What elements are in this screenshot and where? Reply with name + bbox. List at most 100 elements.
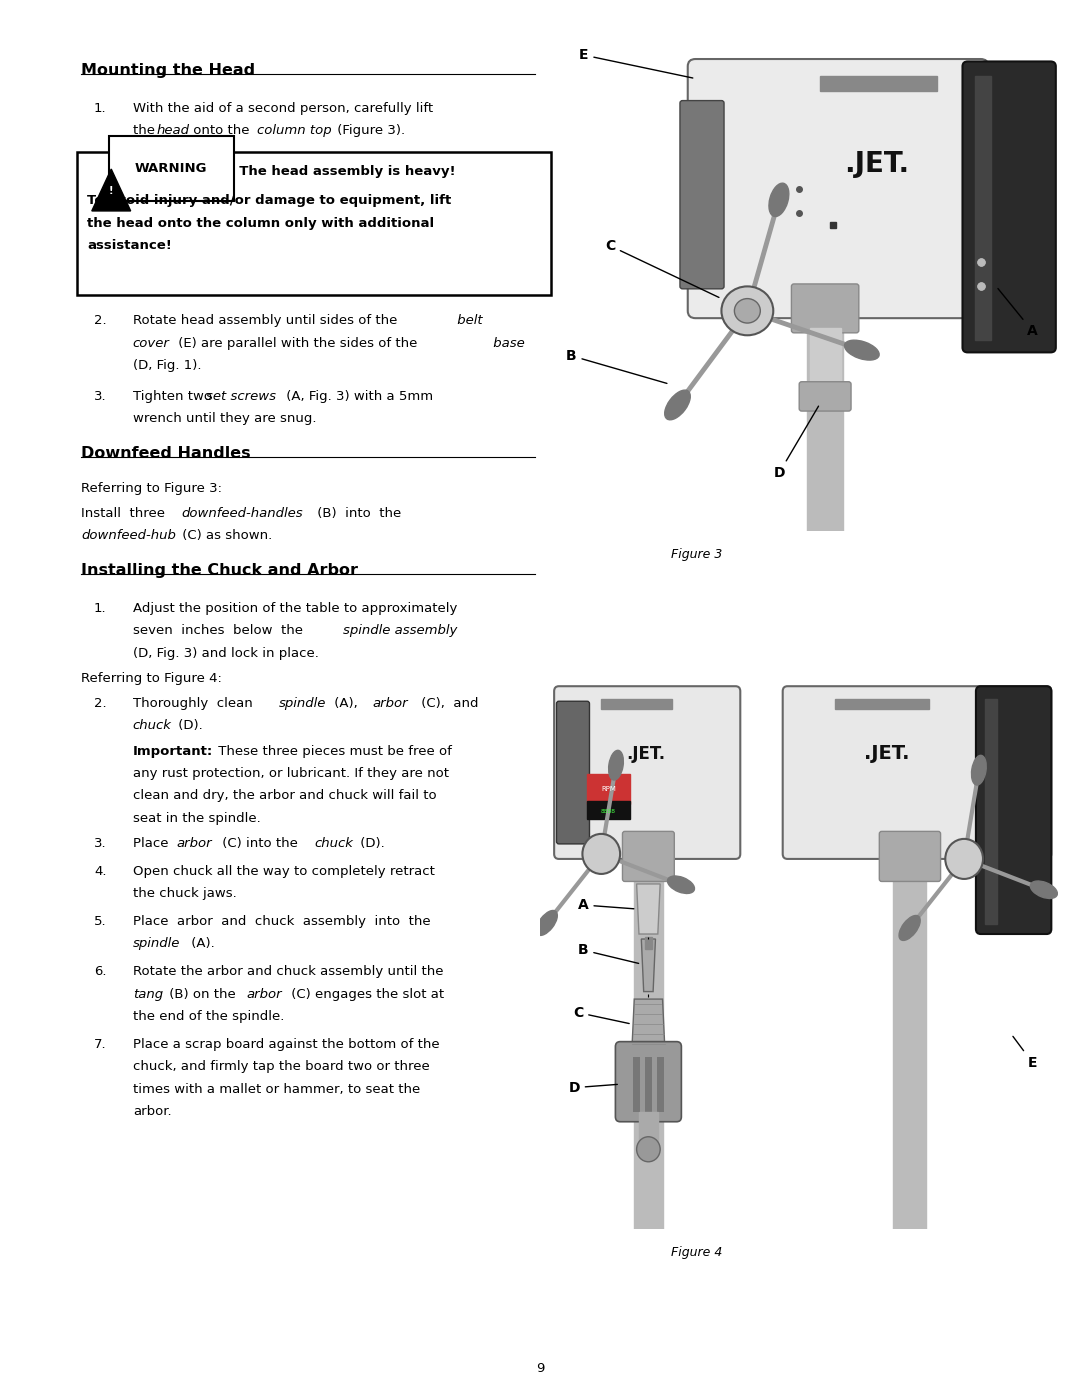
Circle shape bbox=[945, 838, 983, 879]
Circle shape bbox=[734, 299, 760, 323]
Text: E: E bbox=[579, 47, 692, 78]
Text: chuck: chuck bbox=[133, 719, 172, 732]
FancyBboxPatch shape bbox=[783, 686, 1051, 859]
Text: the: the bbox=[133, 124, 159, 137]
FancyBboxPatch shape bbox=[799, 381, 851, 411]
Text: D: D bbox=[568, 1081, 618, 1095]
Text: Referring to Figure 3:: Referring to Figure 3: bbox=[81, 482, 222, 495]
Text: RPM: RPM bbox=[600, 787, 616, 792]
Text: Rotate head assembly until sides of the: Rotate head assembly until sides of the bbox=[133, 314, 397, 327]
Text: (C),  and: (C), and bbox=[417, 697, 478, 710]
Text: (D, Fig. 3) and lock in place.: (D, Fig. 3) and lock in place. bbox=[133, 647, 319, 659]
Bar bbox=[807, 306, 843, 531]
Text: set screws: set screws bbox=[206, 390, 276, 402]
Text: Open chuck all the way to completely retract: Open chuck all the way to completely ret… bbox=[133, 865, 435, 877]
Text: (D).: (D). bbox=[356, 837, 386, 849]
Bar bbox=[645, 936, 652, 949]
Text: spindle: spindle bbox=[279, 697, 326, 710]
Text: cover: cover bbox=[133, 337, 170, 349]
Text: chuck, and firmly tap the board two or three: chuck, and firmly tap the board two or t… bbox=[133, 1060, 430, 1073]
Text: E: E bbox=[1013, 1037, 1037, 1070]
Text: These three pieces must be free of: These three pieces must be free of bbox=[214, 745, 451, 757]
Text: 4.: 4. bbox=[94, 865, 107, 877]
Text: base: base bbox=[489, 337, 525, 349]
Text: B: B bbox=[566, 349, 667, 383]
FancyBboxPatch shape bbox=[962, 61, 1056, 352]
Text: column top: column top bbox=[257, 124, 332, 137]
Text: arbor: arbor bbox=[246, 988, 282, 1000]
Text: (D, Fig. 1).: (D, Fig. 1). bbox=[133, 359, 201, 372]
Text: .JET.: .JET. bbox=[864, 745, 909, 763]
Text: The head assembly is heavy!: The head assembly is heavy! bbox=[230, 165, 456, 177]
Text: Tighten two: Tighten two bbox=[133, 390, 216, 402]
Text: C: C bbox=[605, 239, 719, 298]
Text: Place: Place bbox=[133, 837, 177, 849]
Text: 7.: 7. bbox=[94, 1038, 107, 1051]
Text: arbor.: arbor. bbox=[133, 1105, 172, 1118]
Bar bbox=[645, 1056, 652, 1112]
Text: assistance!: assistance! bbox=[87, 239, 173, 251]
Text: tang: tang bbox=[133, 988, 163, 1000]
Ellipse shape bbox=[667, 876, 694, 894]
Text: (B)  into  the: (B) into the bbox=[313, 507, 402, 520]
Polygon shape bbox=[642, 939, 656, 992]
Text: belt: belt bbox=[453, 314, 482, 327]
Text: .JET.: .JET. bbox=[845, 149, 909, 179]
Text: 6.: 6. bbox=[94, 965, 107, 978]
Text: Place  arbor  and  chuck  assembly  into  the: Place arbor and chuck assembly into the bbox=[133, 915, 431, 928]
Ellipse shape bbox=[845, 341, 879, 360]
Text: head: head bbox=[157, 124, 190, 137]
FancyBboxPatch shape bbox=[680, 101, 724, 289]
Text: 8888: 8888 bbox=[600, 809, 616, 814]
Text: (D).: (D). bbox=[174, 719, 203, 732]
Text: !: ! bbox=[109, 186, 113, 196]
Text: the end of the spindle.: the end of the spindle. bbox=[133, 1010, 284, 1023]
Text: (A, Fig. 3) with a 5mm: (A, Fig. 3) with a 5mm bbox=[282, 390, 433, 402]
Text: A: A bbox=[578, 898, 634, 912]
Text: .JET.: .JET. bbox=[626, 745, 665, 763]
Text: Thoroughly  clean: Thoroughly clean bbox=[133, 697, 261, 710]
Bar bbox=[588, 802, 630, 819]
Bar bbox=[602, 698, 672, 708]
Text: seven  inches  below  the: seven inches below the bbox=[133, 624, 311, 637]
Text: seat in the spindle.: seat in the spindle. bbox=[133, 812, 260, 824]
Text: WARNING: WARNING bbox=[135, 162, 207, 175]
Bar bbox=[588, 774, 630, 803]
Bar bbox=[657, 1056, 664, 1112]
Polygon shape bbox=[636, 884, 660, 935]
Text: 9: 9 bbox=[536, 1362, 544, 1375]
Text: 2.: 2. bbox=[94, 314, 107, 327]
Bar bbox=[893, 854, 927, 1229]
Text: arbor: arbor bbox=[373, 697, 408, 710]
Text: (Figure 3).: (Figure 3). bbox=[333, 124, 405, 137]
Circle shape bbox=[582, 834, 620, 875]
Text: Adjust the position of the table to approximately: Adjust the position of the table to appr… bbox=[133, 602, 457, 615]
FancyBboxPatch shape bbox=[77, 152, 551, 295]
FancyBboxPatch shape bbox=[554, 686, 740, 859]
Text: 3.: 3. bbox=[94, 837, 107, 849]
Text: D: D bbox=[773, 407, 819, 481]
Text: 2.: 2. bbox=[94, 697, 107, 710]
Text: Rotate the arbor and chuck assembly until the: Rotate the arbor and chuck assembly unti… bbox=[133, 965, 444, 978]
FancyBboxPatch shape bbox=[688, 59, 988, 319]
Bar bbox=[985, 698, 997, 923]
Text: (C) as shown.: (C) as shown. bbox=[178, 529, 272, 542]
Text: any rust protection, or lubricant. If they are not: any rust protection, or lubricant. If th… bbox=[133, 767, 449, 780]
Text: chuck: chuck bbox=[314, 837, 353, 849]
Text: C: C bbox=[573, 1006, 630, 1024]
Text: (C) engages the slot at: (C) engages the slot at bbox=[287, 988, 444, 1000]
Circle shape bbox=[636, 1137, 660, 1162]
Text: 3.: 3. bbox=[94, 390, 107, 402]
Text: the chuck jaws.: the chuck jaws. bbox=[133, 887, 237, 900]
Text: Installing the Chuck and Arbor: Installing the Chuck and Arbor bbox=[81, 563, 357, 578]
Text: Important:: Important: bbox=[133, 745, 213, 757]
Text: 1.: 1. bbox=[94, 102, 107, 115]
FancyBboxPatch shape bbox=[976, 686, 1051, 935]
Text: 1.: 1. bbox=[94, 602, 107, 615]
Ellipse shape bbox=[972, 756, 986, 785]
Text: Figure 4: Figure 4 bbox=[671, 1246, 723, 1259]
Bar bbox=[810, 328, 840, 397]
Text: Mounting the Head: Mounting the Head bbox=[81, 63, 255, 78]
Text: clean and dry, the arbor and chuck will fail to: clean and dry, the arbor and chuck will … bbox=[133, 789, 436, 802]
FancyBboxPatch shape bbox=[879, 831, 941, 882]
